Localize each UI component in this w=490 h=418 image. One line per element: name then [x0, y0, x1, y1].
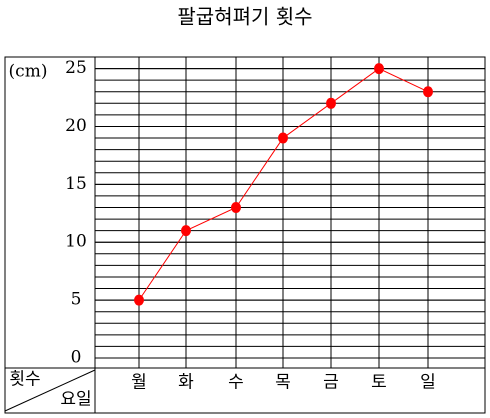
x-tick-label: 일 [420, 373, 436, 393]
y-axis-label: (cm) [9, 62, 48, 82]
data-point [181, 225, 191, 237]
x-tick-label: 목 [275, 373, 291, 393]
data-point [423, 86, 433, 98]
y-tick-label: 0 [71, 348, 82, 368]
data-point [134, 294, 144, 306]
corner-diagonal [4, 369, 96, 412]
corner-label: 횟수 [9, 370, 40, 390]
y-tick-label: 15 [65, 174, 87, 194]
data-point [278, 132, 288, 144]
x-tick-label: 수 [228, 373, 244, 393]
x-tick-label: 월 [131, 373, 147, 393]
corner-label: 요일 [60, 390, 91, 410]
y-tick-label: 25 [65, 58, 87, 78]
data-point [326, 97, 336, 109]
y-tick-label: 20 [65, 116, 87, 136]
y-tick-label: 5 [71, 290, 82, 310]
x-tick-label: 화 [178, 373, 194, 393]
frame [4, 56, 486, 414]
data-point [231, 202, 241, 213]
x-tick-label: 금 [323, 373, 339, 393]
y-tick-label: 10 [65, 232, 87, 252]
x-tick-label: 토 [371, 373, 387, 393]
data-point [374, 63, 384, 75]
chart-title: 팔굽혀펴기 횟수 [177, 5, 312, 29]
